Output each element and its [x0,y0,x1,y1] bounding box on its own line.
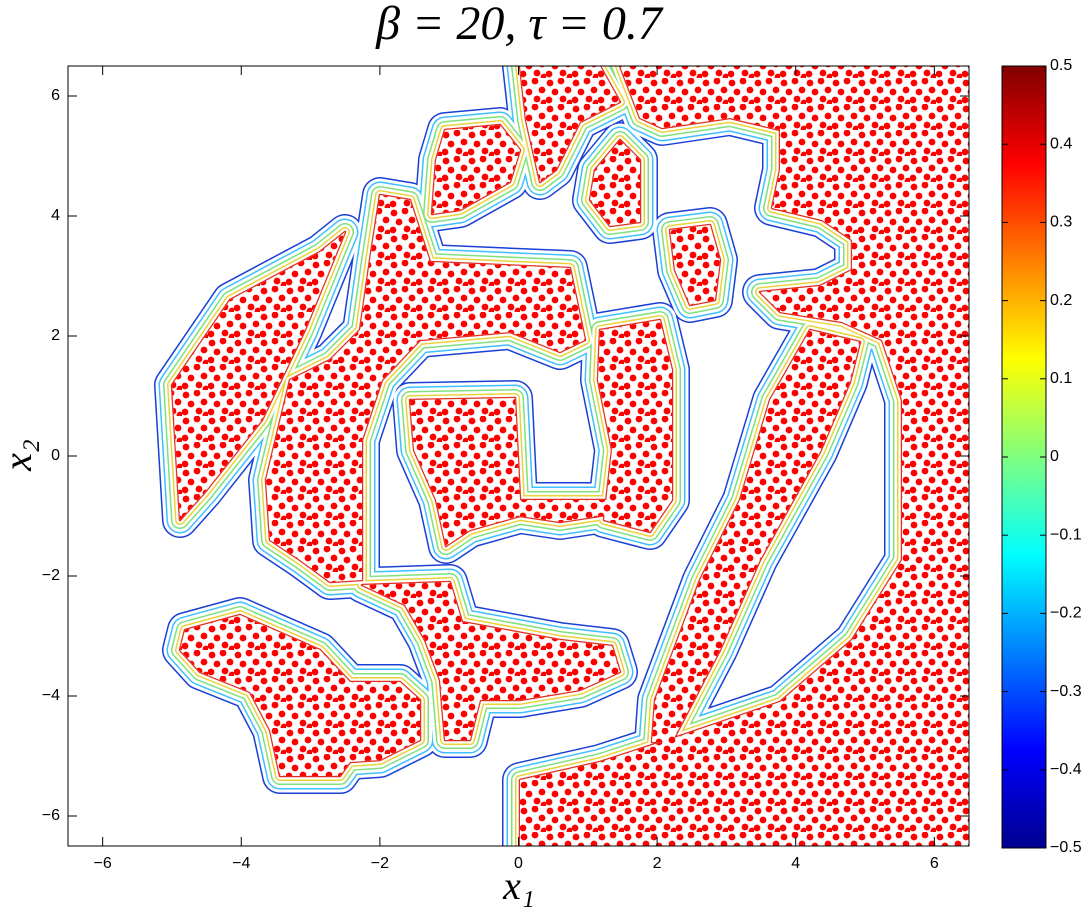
x-tick-label: −4 [232,855,250,872]
colorbar-tick-label: 0.4 [1050,135,1072,152]
y-tick-label: −4 [42,687,60,704]
point-region [670,225,720,305]
colorbar-tick-label: 0.3 [1050,214,1072,231]
colorbar-tick-label: −0.5 [1050,839,1082,856]
point-region [432,125,520,214]
colorbar-tick-label: 0.2 [1050,292,1072,309]
x-tick-label: −2 [371,855,389,872]
colorbar-tick-label: −0.4 [1050,761,1082,778]
point-region [590,140,640,226]
y-axis-label: x₂ [0,439,40,472]
colorbar-tick-label: 0.5 [1050,57,1072,74]
y-tick-label: 2 [51,327,60,344]
point-region [180,615,420,776]
point-region [520,66,969,846]
point-region [362,582,620,740]
x-axis-label: x₁ [502,863,535,908]
x-tick-label: 6 [930,855,939,872]
colorbar-tick-label: 0.1 [1050,370,1072,387]
y-tick-label: 0 [51,447,60,464]
x-tick-label: 4 [791,855,800,872]
point-region [598,320,672,532]
point-region [266,195,585,582]
chart-title: β = 20, τ = 0.7 [375,0,664,50]
x-tick-label: 2 [653,855,662,872]
colorbar [1001,65,1047,849]
point-region [172,232,345,520]
y-tick-label: 4 [51,207,60,224]
x-tick-label: −6 [94,855,112,872]
point-region [520,66,620,182]
y-tick-label: −2 [42,567,60,584]
point-region [652,330,860,742]
y-tick-label: 6 [51,87,60,104]
regions [154,66,969,846]
x-tick-label: 0 [514,855,523,872]
colorbar-tick-label: −0.1 [1050,526,1082,543]
colorbar-tick-label: −0.2 [1050,605,1082,622]
colorbar-tick-label: −0.3 [1050,683,1082,700]
point-region [410,398,626,546]
y-tick-label: −6 [42,807,60,824]
colorbar-tick-label: 0 [1050,448,1059,465]
